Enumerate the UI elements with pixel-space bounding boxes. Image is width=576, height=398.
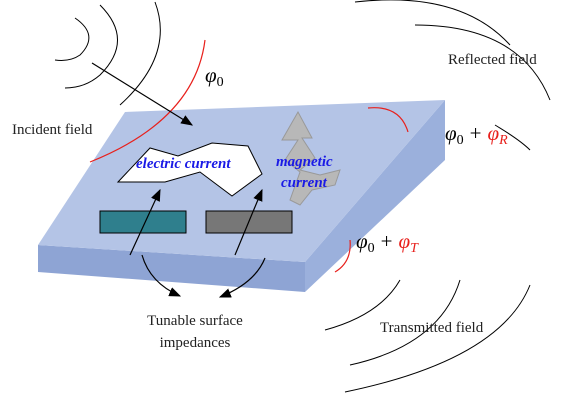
magnetic-current-label: magnetic — [276, 154, 333, 170]
transmitted-label: Transmitted field — [380, 320, 484, 336]
wave-arc — [345, 285, 530, 392]
electric-current-label: electric current — [136, 156, 231, 172]
wave-arc — [355, 0, 510, 45]
reflected-label: Reflected field — [448, 52, 537, 68]
diagram: Incident field Reflected field Transmitt… — [0, 0, 576, 398]
incident-label: Incident field — [12, 122, 93, 138]
wave-arc — [55, 18, 89, 60]
impedance-block — [100, 211, 186, 233]
magnetic-current-label: current — [281, 175, 328, 191]
impedance-label: Tunable surface — [147, 313, 243, 329]
wave-arc — [65, 5, 118, 88]
phase-transmitted: φ0+φT — [356, 229, 419, 256]
wave-arc — [120, 2, 160, 105]
impedance-label: impedances — [160, 335, 231, 351]
phase-incident: φ0 — [205, 63, 224, 90]
phase-reflected: φ0+φR — [445, 121, 508, 148]
